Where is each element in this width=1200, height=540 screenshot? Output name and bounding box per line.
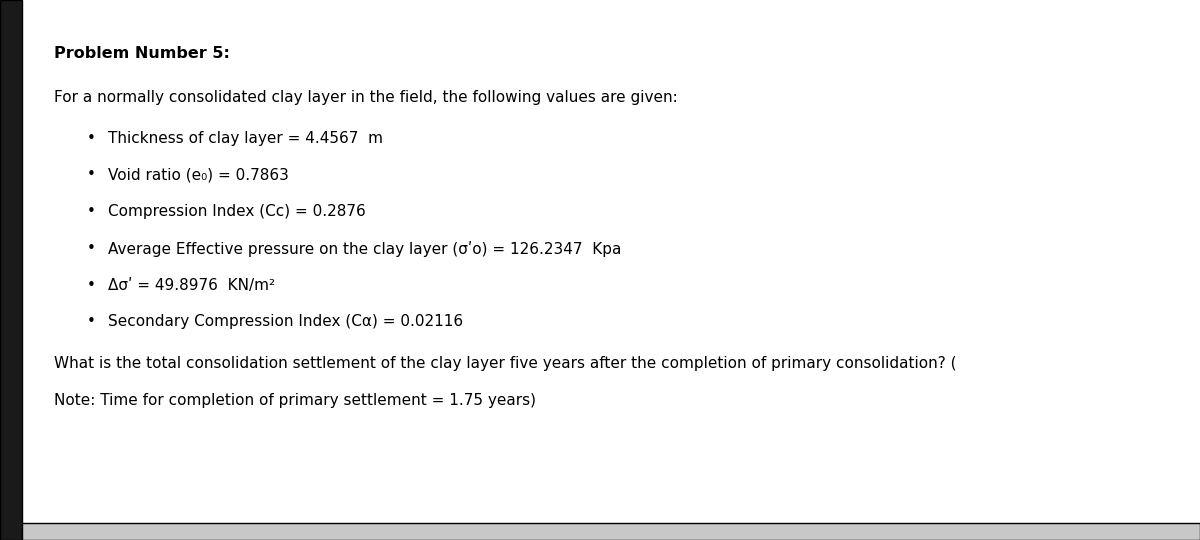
Text: •: • (86, 241, 95, 256)
Text: •: • (86, 204, 95, 219)
Text: What is the total consolidation settlement of the clay layer five years after th: What is the total consolidation settleme… (54, 356, 956, 372)
Text: •: • (86, 167, 95, 183)
Text: Average Effective pressure on the clay layer (σʹo) = 126.2347  Kpa: Average Effective pressure on the clay l… (108, 241, 622, 257)
Text: Compression Index (Cc) = 0.2876: Compression Index (Cc) = 0.2876 (108, 204, 366, 219)
Text: •: • (86, 314, 95, 329)
Text: •: • (86, 131, 95, 146)
Text: For a normally consolidated clay layer in the field, the following values are gi: For a normally consolidated clay layer i… (54, 90, 678, 105)
Text: Note: Time for completion of primary settlement = 1.75 years): Note: Time for completion of primary set… (54, 393, 536, 408)
Text: Δσʹ = 49.8976  KN/m²: Δσʹ = 49.8976 KN/m² (108, 278, 275, 293)
FancyBboxPatch shape (22, 523, 1200, 540)
Text: •: • (86, 278, 95, 293)
FancyBboxPatch shape (0, 0, 22, 540)
Text: Problem Number 5:: Problem Number 5: (54, 46, 230, 61)
Text: Thickness of clay layer = 4.4567  m: Thickness of clay layer = 4.4567 m (108, 131, 383, 146)
Text: Void ratio (e₀) = 0.7863: Void ratio (e₀) = 0.7863 (108, 167, 289, 183)
Text: Secondary Compression Index (Cα) = 0.02116: Secondary Compression Index (Cα) = 0.021… (108, 314, 463, 329)
